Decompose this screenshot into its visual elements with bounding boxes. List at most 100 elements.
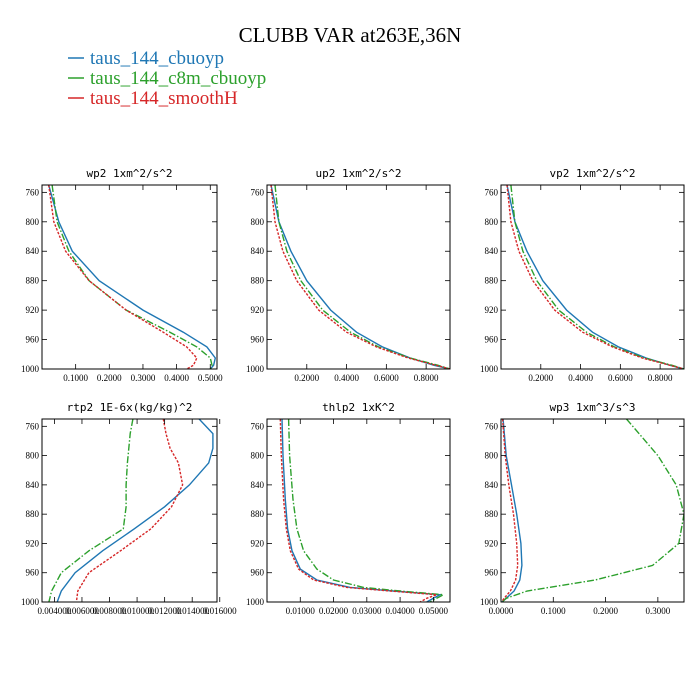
series-line-1 [270, 185, 450, 369]
x-tick-label: 0.016000 [203, 606, 237, 616]
panel-2: up2 1xm^2/s^2 760 800 840 880 920 960 1000 0.200… [246, 167, 451, 383]
y-tick-label: 880 [251, 276, 265, 286]
y-tick-label: 880 [26, 509, 40, 519]
x-tick-label: 0.01000 [286, 606, 316, 616]
y-tick-label: 760 [26, 421, 40, 431]
legend-entry-smoothh: taus_144_smoothH [68, 88, 238, 109]
y-tick-label: 800 [26, 451, 40, 461]
series-line-2 [48, 419, 134, 602]
x-tick-label: 0.8000 [414, 373, 439, 383]
series-line-1 [281, 419, 443, 602]
series-line-3 [279, 419, 437, 602]
x-tick-label: 0.3000 [131, 373, 156, 383]
panel-title: vp2 1xm^2/s^2 [549, 167, 635, 180]
series-line-3 [501, 419, 519, 602]
series-line-3 [506, 185, 684, 369]
x-tick-label: 0.3000 [645, 606, 670, 616]
series-line-1 [56, 419, 214, 602]
series-line-3 [48, 185, 198, 369]
y-tick-label: 840 [485, 480, 499, 490]
panel-3: vp2 1xm^2/s^2 760 800 840 880 920 960 1000 0.200… [480, 167, 685, 383]
x-tick-label: 0.010000 [120, 606, 154, 616]
y-tick-label: 1000 [480, 364, 499, 374]
x-tick-label: 0.8000 [648, 373, 673, 383]
plot-frame [500, 184, 685, 370]
series-line-2 [274, 185, 450, 369]
panels-container: wp2 1xm^2/s^2 760 800 840 880 920 960 1000 0.100… [21, 167, 685, 616]
x-tick-label: 0.03000 [352, 606, 382, 616]
y-tick-label: 880 [251, 509, 265, 519]
series-line-1 [501, 419, 523, 602]
y-tick-label: 800 [485, 217, 499, 227]
y-tick-label: 840 [26, 246, 40, 256]
y-tick-label: 920 [485, 538, 499, 548]
legend-entry-c8m-cbuoyp: taus_144_c8m_cbuoyp [68, 68, 266, 89]
panel-title: wp2 1xm^2/s^2 [86, 167, 172, 180]
y-tick-label: 840 [26, 480, 40, 490]
x-tick-label: 0.2000 [294, 373, 319, 383]
panel-title: rtp2 1E-6x(kg/kg)^2 [67, 401, 193, 414]
plot-frame [266, 418, 451, 603]
x-tick-label: 0.1000 [63, 373, 88, 383]
panel-1: wp2 1xm^2/s^2 760 800 840 880 920 960 1000 0.100… [21, 167, 223, 383]
series-line-1 [48, 185, 217, 369]
series-line-2 [287, 419, 446, 602]
plot-frame [41, 184, 218, 370]
x-tick-label: 0.012000 [148, 606, 182, 616]
y-tick-label: 960 [251, 335, 265, 345]
panel-5: thlp2 1xK^2 760 800 840 880 920 960 1000 0.01000… [246, 401, 451, 616]
legend-entry-cbuoyp: taus_144_cbuoyp [68, 48, 224, 69]
series-line-3 [270, 185, 450, 369]
series-line-2 [51, 185, 213, 369]
x-tick-label: 0.4000 [568, 373, 593, 383]
x-tick-label: 0.2000 [593, 606, 618, 616]
y-tick-label: 800 [485, 451, 499, 461]
y-tick-label: 840 [485, 246, 499, 256]
panel-title: wp3 1xm^3/s^3 [549, 401, 635, 414]
series-line-3 [75, 419, 184, 602]
y-tick-label: 1000 [246, 597, 265, 607]
x-tick-label: 0.1000 [541, 606, 566, 616]
y-tick-label: 960 [485, 568, 499, 578]
y-tick-label: 800 [26, 217, 40, 227]
x-tick-label: 0.2000 [528, 373, 553, 383]
plot-frame [266, 184, 451, 370]
y-tick-label: 960 [485, 335, 499, 345]
series-line-2 [510, 185, 684, 369]
y-tick-label: 960 [251, 568, 265, 578]
y-tick-label: 760 [251, 187, 265, 197]
y-tick-label: 920 [251, 538, 265, 548]
plot-frame [41, 418, 218, 603]
legend: taus_144_cbuoyp taus_144_c8m_cbuoyp taus… [68, 48, 266, 109]
figure-title: CLUBB VAR at263E,36N [239, 23, 462, 47]
y-tick-label: 1000 [21, 364, 40, 374]
y-tick-label: 840 [251, 480, 265, 490]
y-tick-label: 760 [251, 421, 265, 431]
panel-title: thlp2 1xK^2 [322, 401, 395, 414]
y-tick-label: 800 [251, 451, 265, 461]
x-tick-label: 0.4000 [164, 373, 189, 383]
series-line-2 [501, 419, 684, 602]
x-tick-label: 0.5000 [198, 373, 223, 383]
y-tick-label: 880 [485, 276, 499, 286]
panel-title: up2 1xm^2/s^2 [315, 167, 401, 180]
y-tick-label: 760 [485, 421, 499, 431]
x-tick-label: 0.0000 [489, 606, 514, 616]
x-tick-label: 0.008000 [93, 606, 127, 616]
y-tick-label: 1000 [21, 597, 40, 607]
legend-label: taus_144_c8m_cbuoyp [90, 68, 266, 89]
y-tick-label: 920 [26, 538, 40, 548]
y-tick-label: 840 [251, 246, 265, 256]
y-tick-label: 880 [26, 276, 40, 286]
y-tick-label: 760 [26, 187, 40, 197]
legend-label: taus_144_smoothH [90, 88, 238, 109]
y-tick-label: 920 [26, 305, 40, 315]
y-tick-label: 760 [485, 187, 499, 197]
x-tick-label: 0.6000 [608, 373, 633, 383]
y-tick-label: 920 [485, 305, 499, 315]
panel-4: rtp2 1E-6x(kg/kg)^2 760 800 840 880 920 960 100… [21, 401, 237, 616]
x-tick-label: 0.014000 [175, 606, 209, 616]
x-tick-label: 0.004000 [38, 606, 72, 616]
y-tick-label: 960 [26, 335, 40, 345]
plot-frame [500, 418, 685, 603]
